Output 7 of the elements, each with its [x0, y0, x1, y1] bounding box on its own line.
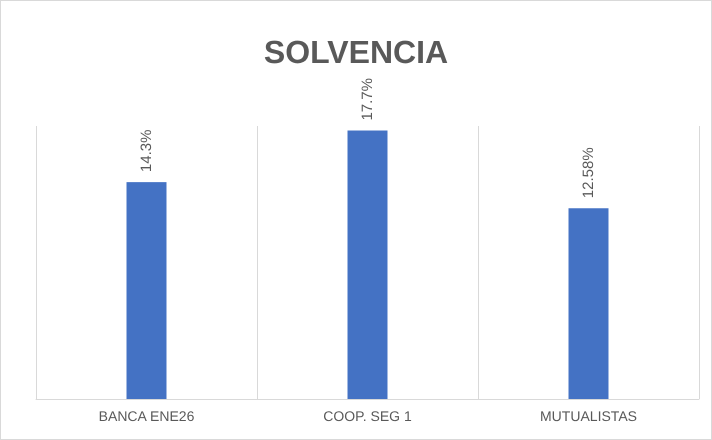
x-tick-label: MUTUALISTAS [540, 408, 637, 424]
x-tick-label: COOP. SEG 1 [323, 408, 412, 424]
data-label: 12.58% [580, 147, 597, 198]
data-label: 14.3% [138, 130, 155, 172]
x-tick-label: BANCA ENE26 [98, 408, 195, 424]
chart-title: SOLVENCIA [264, 34, 448, 70]
data-label: 17.7% [359, 78, 376, 121]
